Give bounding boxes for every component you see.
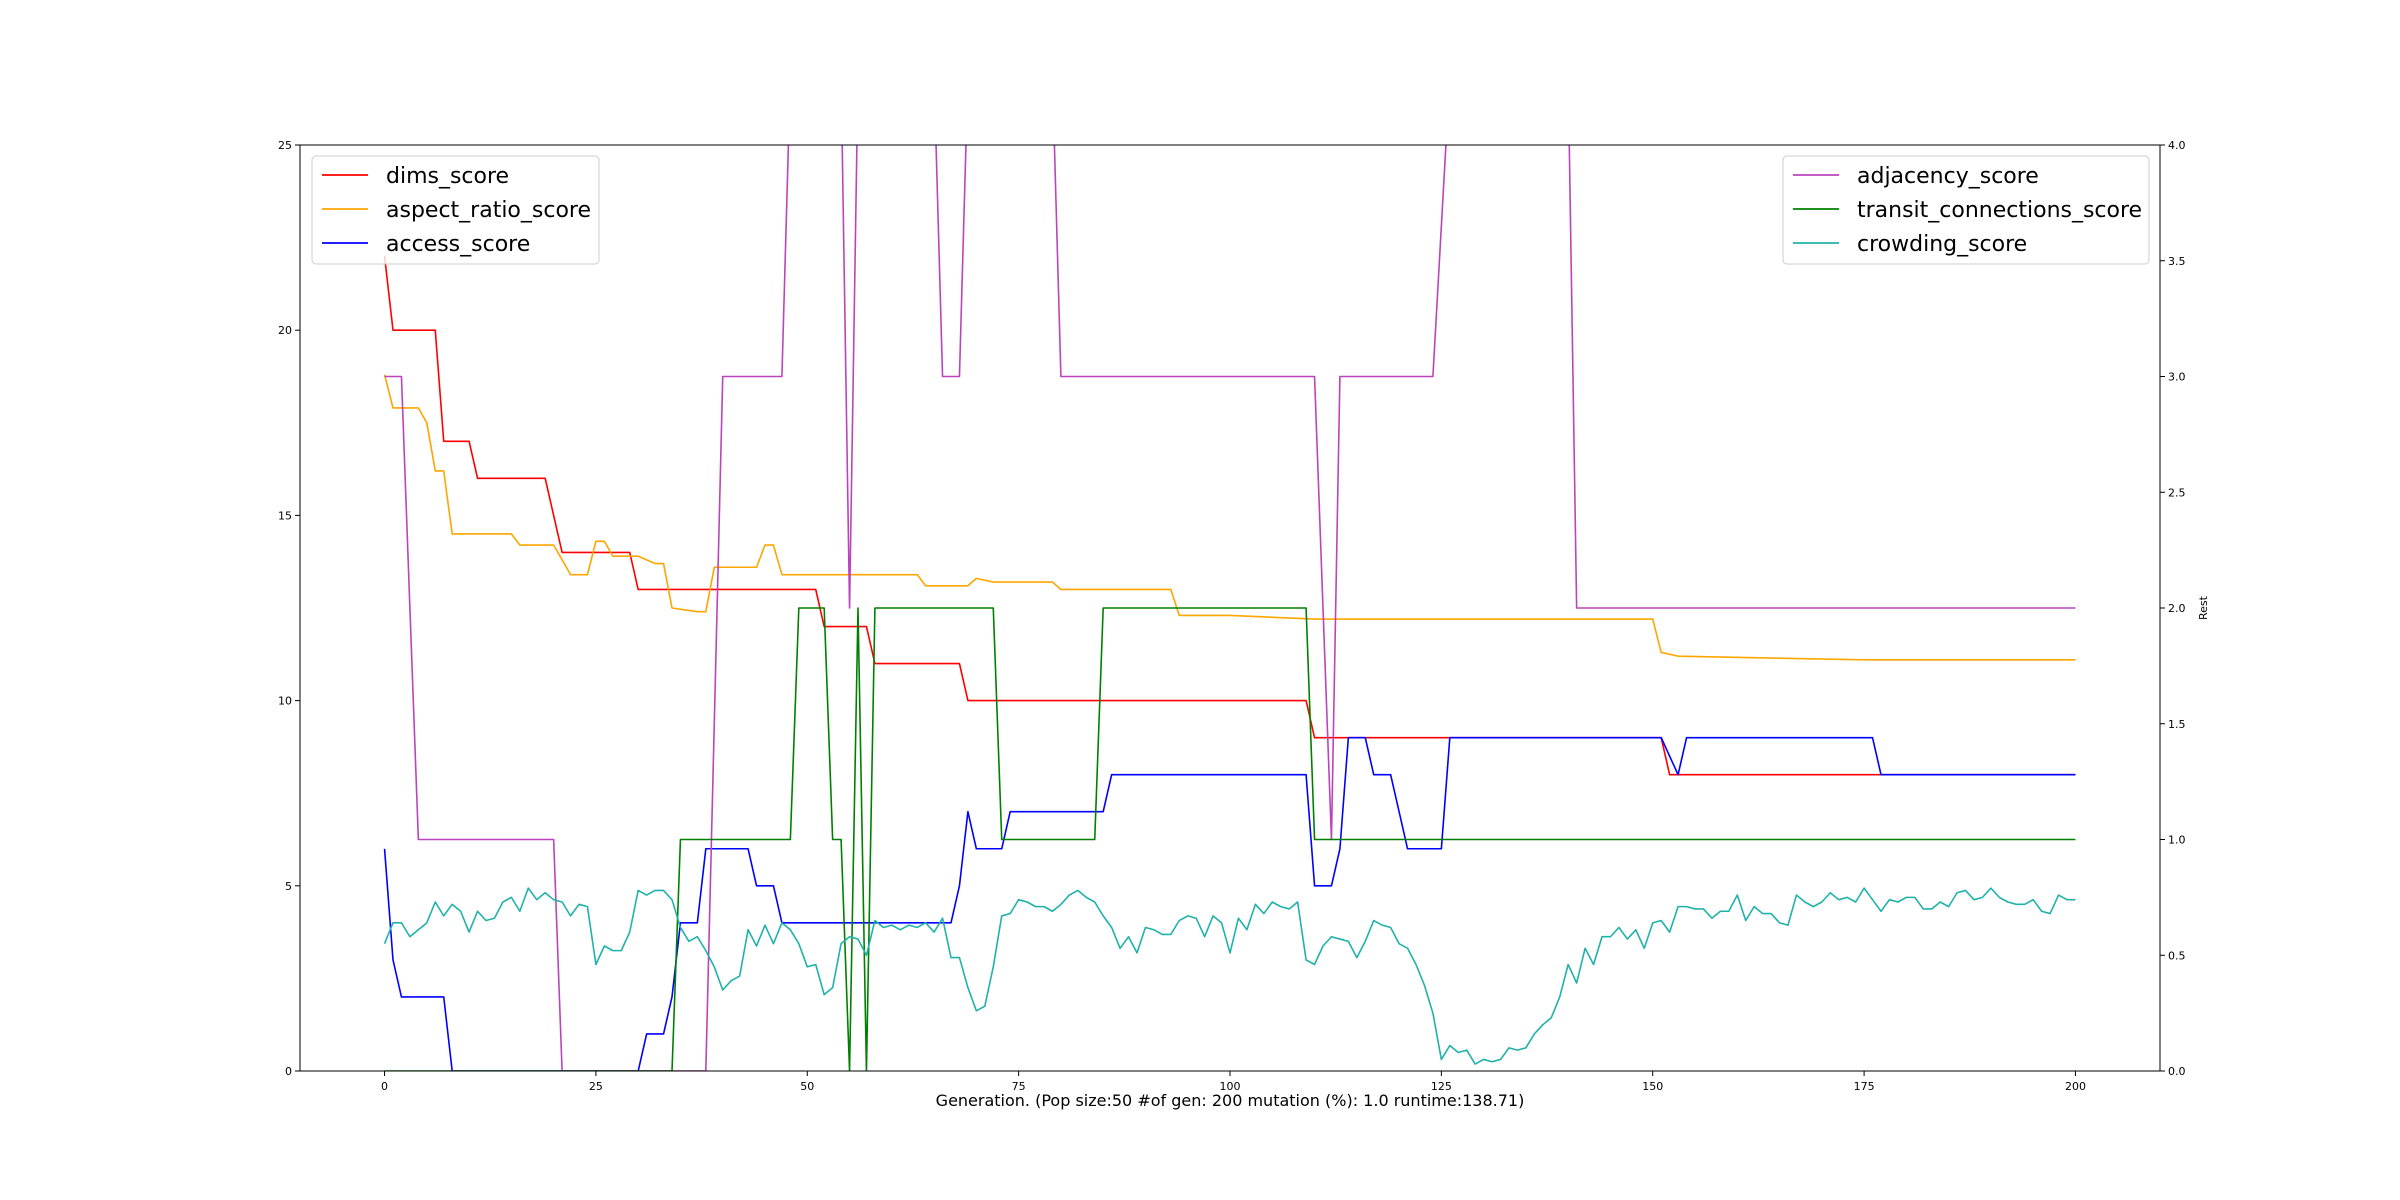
y-axis-left: 0 5 10 15 20 25	[278, 139, 300, 1078]
y-right-tick-label: 2.0	[2168, 602, 2186, 615]
legend-left: dims_score aspect_ratio_score access_score	[311, 155, 600, 265]
series-line-transit-connections-score	[384, 607, 2076, 1071]
y-axis-right-label: Rest	[2197, 595, 2210, 620]
series-layer	[383, 145, 2076, 1071]
y-left-tick-label: 25	[278, 139, 292, 152]
series-line-crowding-score	[383, 887, 2076, 1065]
y-axis-right: 0.0 0.5 1.0 1.5 2.0 2.5 3.0 3.5 4.0	[2160, 139, 2186, 1078]
x-tick-label: 50	[800, 1080, 814, 1093]
y-left-tick-label: 10	[278, 695, 292, 708]
y-right-tick-label: 3.5	[2168, 255, 2186, 268]
x-tick-label: 125	[1431, 1080, 1452, 1093]
legend-label-adjacency-score: adjacency_score	[1857, 164, 2039, 189]
x-tick-label: 200	[2065, 1080, 2086, 1093]
x-tick-label: 100	[1220, 1080, 1241, 1093]
y-right-tick-label: 1.0	[2168, 834, 2186, 847]
y-left-tick-label: 15	[278, 509, 292, 522]
y-right-tick-label: 2.5	[2168, 486, 2186, 499]
y-right-tick-label: 1.5	[2168, 718, 2186, 731]
legend-right: adjacency_score transit_connections_score…	[1782, 155, 2150, 265]
x-tick-label: 75	[1012, 1080, 1026, 1093]
legend-label-crowding-score: crowding_score	[1857, 232, 2027, 257]
y-left-tick-label: 0	[285, 1065, 292, 1078]
x-axis-label: Generation. (Pop size:50 #of gen: 200 mu…	[936, 1091, 1525, 1110]
legend-label-transit-connections-score: transit_connections_score	[1857, 198, 2142, 223]
x-axis: 0 25 50 75 100 125 150 175 200	[381, 1071, 2086, 1093]
legend-label-access-score: access_score	[386, 232, 530, 257]
y-left-tick-label: 5	[285, 880, 292, 893]
x-tick-label: 150	[1642, 1080, 1663, 1093]
series-line-aspect-ratio-score	[383, 374, 2076, 661]
y-right-tick-label: 4.0	[2168, 139, 2186, 152]
x-tick-label: 25	[589, 1080, 603, 1093]
y-right-tick-label: 3.0	[2168, 371, 2186, 384]
series-line-adjacency-score	[384, 145, 2076, 1071]
y-right-tick-label: 0.5	[2168, 949, 2186, 962]
series-line-dims-score	[383, 256, 2076, 776]
y-left-tick-label: 20	[278, 324, 292, 337]
x-tick-label: 0	[381, 1080, 388, 1093]
legend-label-aspect-ratio-score: aspect_ratio_score	[386, 198, 591, 223]
legend-label-dims-score: dims_score	[386, 164, 509, 189]
series-line-access-score	[383, 736, 2076, 1071]
x-tick-label: 175	[1854, 1080, 1875, 1093]
y-right-tick-label: 0.0	[2168, 1065, 2186, 1078]
